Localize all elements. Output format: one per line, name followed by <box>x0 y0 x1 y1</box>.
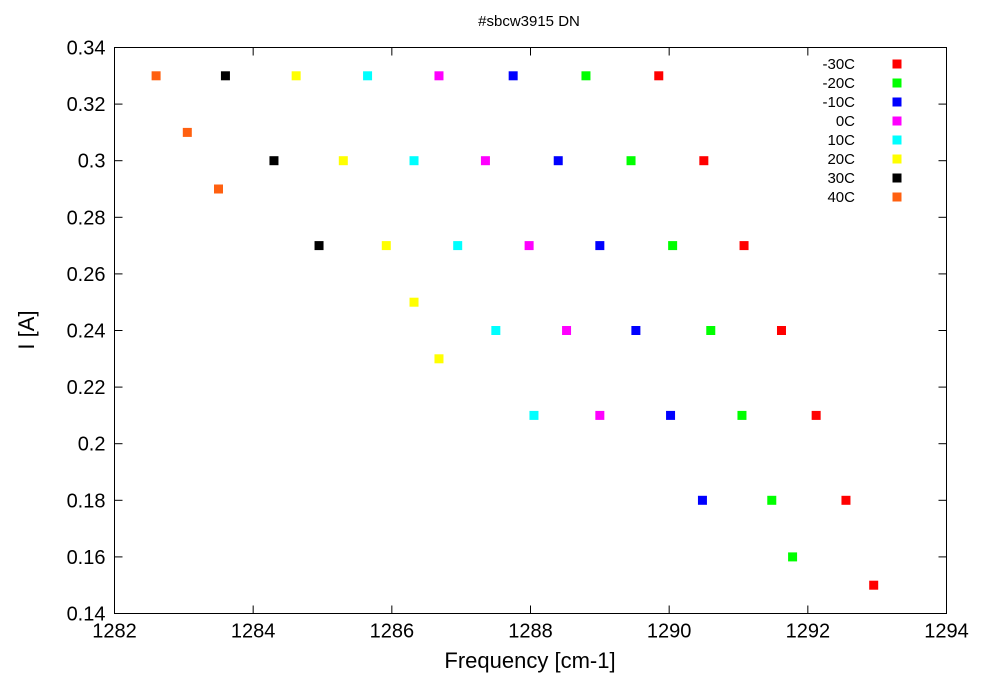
x-axis-label: Frequency [cm-1] <box>444 648 615 673</box>
legend-label: 20C <box>827 151 855 168</box>
data-point <box>363 71 373 81</box>
data-points <box>151 71 879 590</box>
data-point <box>491 326 501 335</box>
y-tick-label: 0.16 <box>67 547 106 569</box>
data-point <box>697 495 707 505</box>
legend-marker <box>892 154 902 164</box>
data-point <box>666 410 676 420</box>
legend-label: 0C <box>836 113 855 130</box>
y-tick-label: 0.18 <box>67 490 106 512</box>
data-point <box>480 156 490 166</box>
legend-label: -30C <box>822 56 855 73</box>
x-tick-label: 1290 <box>647 621 692 643</box>
data-point <box>220 71 230 81</box>
data-point <box>524 241 534 251</box>
data-point <box>338 156 348 166</box>
data-point <box>699 156 709 166</box>
y-tick-label: 0.34 <box>67 38 106 60</box>
legend-label: 40C <box>827 189 855 206</box>
x-tick-label: 1294 <box>924 621 969 643</box>
x-tick-label: 1284 <box>231 621 276 643</box>
data-point <box>562 326 572 335</box>
chart-title: #sbcw3915 DN <box>478 13 580 30</box>
data-point <box>739 241 749 251</box>
y-tick-label: 0.22 <box>67 377 106 399</box>
x-tick-label: 1292 <box>786 621 831 643</box>
data-point <box>581 71 591 81</box>
x-tick-label: 1288 <box>508 621 553 643</box>
data-point <box>381 241 391 251</box>
x-axis: 1282 1284 1286 1288 1290 1292 1294 <box>92 47 969 643</box>
legend-marker <box>892 173 902 183</box>
legend-label: 10C <box>827 132 855 149</box>
y-tick-label: 0.14 <box>67 604 106 626</box>
data-point <box>314 241 324 251</box>
data-point <box>626 156 636 166</box>
data-point <box>453 241 463 251</box>
data-point <box>776 326 786 335</box>
data-point <box>182 127 192 137</box>
legend-marker <box>892 78 902 88</box>
data-point <box>668 241 678 251</box>
data-point <box>841 495 851 505</box>
y-tick-label: 0.3 <box>78 151 106 173</box>
data-point <box>811 410 821 420</box>
data-point <box>269 156 279 166</box>
legend-marker <box>892 97 902 107</box>
data-point <box>869 580 879 590</box>
legend-label: -10C <box>822 94 855 111</box>
legend-marker <box>892 59 902 69</box>
legend-marker <box>892 192 902 202</box>
data-point <box>631 326 641 335</box>
y-tick-label: 0.28 <box>67 207 106 229</box>
data-point <box>214 184 223 194</box>
data-point <box>409 156 419 166</box>
data-point <box>291 71 301 81</box>
legend-label: 30C <box>827 170 855 187</box>
data-point <box>434 71 444 81</box>
data-point <box>595 410 605 420</box>
y-axis-label: I [A] <box>14 310 39 349</box>
data-point <box>706 326 716 335</box>
y-tick-label: 0.26 <box>67 264 106 286</box>
y-tick-label: 0.24 <box>67 321 106 343</box>
y-tick-label: 0.32 <box>67 94 106 116</box>
data-point <box>767 495 777 505</box>
data-point <box>508 71 518 81</box>
data-point <box>737 410 747 420</box>
legend: -30C -20C -10C 0C 10C 20C 30C 40C <box>822 56 902 206</box>
y-axis: 0.14 0.16 0.18 0.2 0.22 0.24 0.26 0.28 0.3 0.32 0.… <box>67 38 947 626</box>
legend-label: -20C <box>822 75 855 92</box>
plot-frame <box>114 47 947 614</box>
data-point <box>434 354 444 364</box>
x-tick-label: 1282 <box>92 621 137 643</box>
y-tick-label: 0.2 <box>78 434 106 456</box>
data-point <box>529 410 539 420</box>
data-point <box>788 552 798 562</box>
data-point <box>151 71 161 81</box>
data-point <box>595 241 605 251</box>
legend-marker <box>892 116 902 126</box>
data-point <box>654 71 664 81</box>
legend-marker <box>892 135 902 145</box>
data-point <box>409 297 419 307</box>
x-tick-label: 1286 <box>370 621 415 643</box>
data-point <box>553 156 563 166</box>
